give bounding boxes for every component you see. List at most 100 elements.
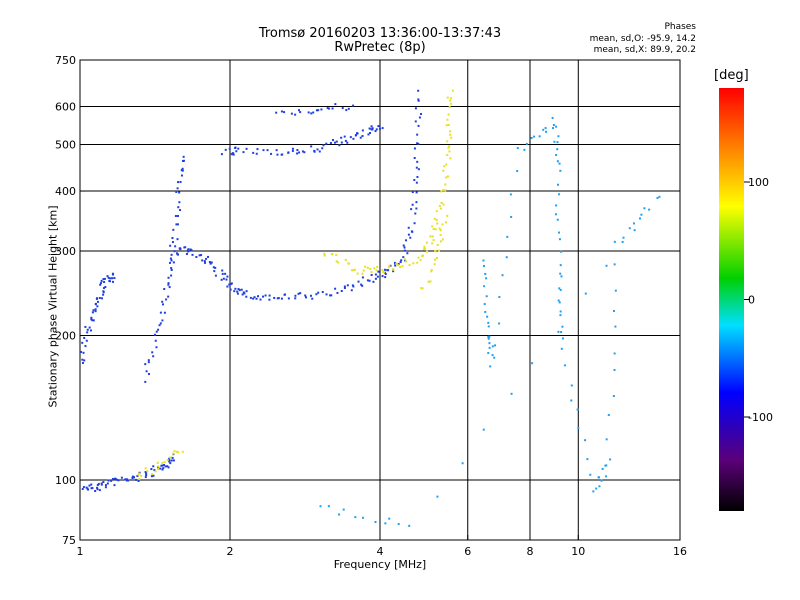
data-point xyxy=(181,167,184,170)
data-point xyxy=(102,293,105,296)
data-point xyxy=(604,464,607,467)
data-point xyxy=(439,207,442,210)
data-point xyxy=(656,197,659,200)
data-point xyxy=(96,300,99,303)
data-point xyxy=(224,148,227,151)
data-point xyxy=(440,190,443,193)
data-point xyxy=(487,337,490,340)
data-point xyxy=(301,150,304,153)
data-point xyxy=(498,322,501,325)
data-point xyxy=(371,128,374,131)
data-point xyxy=(342,508,345,511)
data-point xyxy=(144,476,147,479)
data-point xyxy=(161,300,164,303)
data-point xyxy=(228,283,231,286)
data-point xyxy=(287,151,290,154)
data-point xyxy=(255,297,258,300)
data-point xyxy=(506,235,509,238)
data-point xyxy=(232,153,235,156)
colorbar-tick-label: 0 xyxy=(748,294,755,307)
data-point xyxy=(252,151,255,154)
data-point xyxy=(94,308,97,311)
data-point xyxy=(345,109,348,112)
data-point xyxy=(559,314,562,317)
data-point xyxy=(172,228,175,231)
data-point xyxy=(167,276,170,279)
data-point xyxy=(613,368,616,371)
data-point xyxy=(612,395,615,398)
data-point xyxy=(88,484,91,487)
data-point xyxy=(169,456,172,459)
data-point xyxy=(430,269,433,272)
data-point xyxy=(394,264,397,267)
data-point xyxy=(444,189,447,192)
data-point xyxy=(262,295,265,298)
data-point xyxy=(86,331,89,334)
data-point xyxy=(230,153,233,156)
data-point xyxy=(621,240,624,243)
data-point xyxy=(384,276,387,279)
data-point xyxy=(403,249,406,252)
data-point xyxy=(226,275,229,278)
data-point xyxy=(153,469,156,472)
data-point xyxy=(556,141,559,144)
data-point xyxy=(152,474,155,477)
y-tick-label: 600 xyxy=(55,101,76,114)
data-point xyxy=(305,296,308,299)
data-point xyxy=(416,176,419,179)
data-point xyxy=(84,325,87,328)
data-point xyxy=(275,111,278,114)
data-point xyxy=(144,363,147,366)
data-point xyxy=(172,261,175,264)
x-tick-label: 4 xyxy=(377,545,384,558)
data-point xyxy=(234,147,237,150)
data-point xyxy=(81,488,84,491)
data-point xyxy=(374,273,377,276)
data-point xyxy=(102,481,105,484)
data-point xyxy=(445,176,448,179)
data-point xyxy=(117,479,120,482)
data-point xyxy=(331,139,334,142)
data-point xyxy=(350,289,353,292)
data-point xyxy=(558,287,561,290)
data-point xyxy=(434,228,437,231)
data-point xyxy=(438,204,441,207)
data-point xyxy=(316,148,319,151)
data-point xyxy=(414,107,417,110)
data-point xyxy=(607,414,610,417)
x-tick-label: 10 xyxy=(571,545,585,558)
x-tick-label: 1 xyxy=(77,545,84,558)
data-point xyxy=(100,483,103,486)
data-point xyxy=(262,149,265,152)
data-point xyxy=(91,319,94,322)
data-point xyxy=(433,263,436,266)
x-tick-label: 6 xyxy=(464,545,471,558)
data-point xyxy=(361,284,364,287)
data-point xyxy=(161,461,164,464)
data-point xyxy=(229,288,232,291)
data-point xyxy=(165,298,168,301)
data-point xyxy=(557,135,560,138)
data-point xyxy=(439,229,442,232)
data-point xyxy=(334,287,337,290)
data-point xyxy=(187,248,190,251)
data-point xyxy=(270,152,273,155)
x-tick-label: 8 xyxy=(527,545,534,558)
data-point xyxy=(350,269,353,272)
data-point xyxy=(633,229,636,232)
data-point xyxy=(415,201,418,204)
data-point xyxy=(163,311,166,314)
data-point xyxy=(410,230,413,233)
data-point xyxy=(224,272,227,275)
data-point xyxy=(429,280,432,283)
data-point xyxy=(605,264,608,267)
data-point xyxy=(561,325,564,328)
data-point xyxy=(366,266,369,269)
data-point xyxy=(109,277,112,280)
data-point xyxy=(171,241,174,244)
data-point xyxy=(400,259,403,262)
data-point xyxy=(482,428,485,431)
data-point xyxy=(154,470,157,473)
data-point xyxy=(598,485,601,488)
data-point xyxy=(235,150,238,153)
